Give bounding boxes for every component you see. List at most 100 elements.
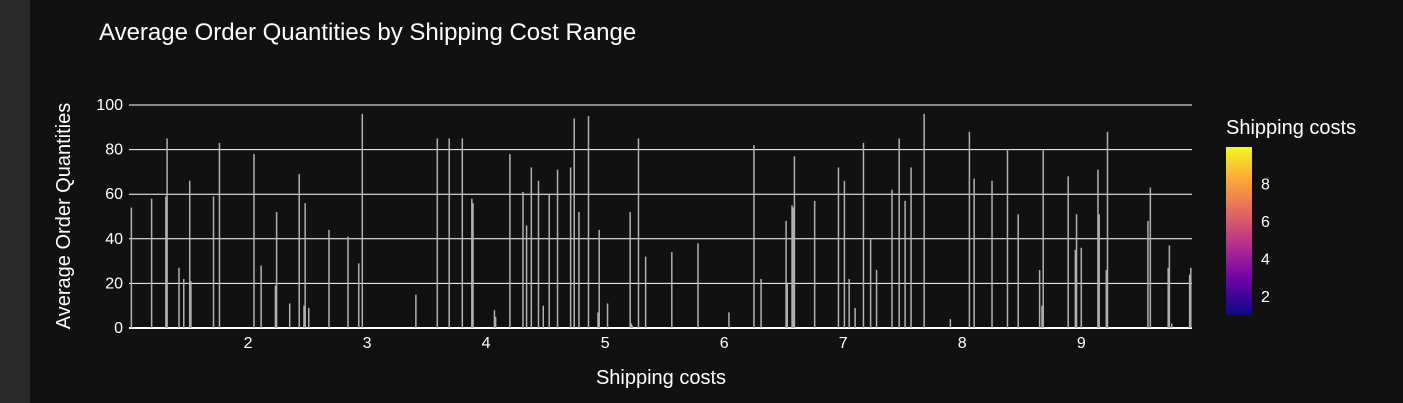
bar [728,312,730,328]
x-tick-label: 4 [482,335,491,352]
bar [361,113,364,328]
bar [298,174,300,328]
bar [548,194,550,328]
bar [461,138,464,328]
bar [1041,305,1043,328]
bar [910,167,912,328]
bar [869,238,872,328]
bar [598,229,600,328]
bar [875,270,878,328]
bar [1075,214,1078,328]
bar [1149,187,1152,328]
y-tick-label: 100 [96,97,123,114]
bar [328,229,330,328]
y-tick-label: 40 [105,231,123,248]
bar [578,212,580,328]
y-tick-labels: 0 20 40 60 80 100 [96,97,123,337]
bar [165,196,167,328]
bar [1067,176,1069,328]
bar [307,307,310,328]
bar [904,200,906,328]
gridlines [129,104,1192,329]
bar [973,178,975,328]
bar [587,116,590,329]
bar [848,278,850,328]
bar [843,180,846,328]
colorbar-tick-label: 2 [1261,289,1270,306]
bar [813,200,816,328]
bar [631,325,634,328]
bar [785,220,787,328]
bar [1038,270,1041,328]
bar [253,154,255,328]
bar [415,294,417,328]
bar [288,303,291,328]
bar [130,207,133,328]
x-axis-title: Shipping costs [596,367,726,389]
x-tick-label: 3 [363,335,372,352]
chart-area: 2 3 4 5 6 7 8 9 0 20 40 60 80 100 Average Order Quan… [30,0,1403,403]
bar [188,180,191,328]
bar [630,323,633,328]
bar [1105,270,1108,328]
left-panel-strip [0,0,30,403]
bars [130,113,1192,329]
bar [786,283,789,328]
y-axis-title: Average Order Quantities [53,103,75,329]
bar [968,131,971,328]
bar [671,252,673,328]
bar [898,138,900,328]
bar [637,138,640,328]
bar [606,303,609,328]
bar [1188,274,1191,328]
x-tick-label: 6 [720,335,729,352]
bar [556,169,559,328]
y-tick-label: 60 [105,186,123,203]
bar [1168,245,1171,328]
bar [991,180,993,328]
bar [597,312,599,328]
bar [644,256,647,328]
x-tick-labels: 2 3 4 5 6 7 8 9 [244,335,1086,352]
bar [218,142,221,328]
bar [166,138,168,328]
bar [357,263,360,328]
colorbar-tick-label: 8 [1261,176,1270,193]
bar [792,207,794,328]
bar [1106,131,1109,328]
y-tick-label: 0 [114,320,123,337]
bar-chart: 2 3 4 5 6 7 8 9 0 20 40 60 80 100 Average Order Quan… [53,19,1356,389]
bar [1006,149,1009,328]
bar [1147,220,1149,328]
bar [178,267,180,328]
bar [1167,267,1169,328]
bar [949,319,952,328]
bar [629,212,631,328]
x-tick-label: 5 [601,335,610,352]
x-tick-label: 2 [244,335,253,352]
bar [1098,214,1100,328]
bar [190,281,192,328]
bar [760,278,762,328]
bar [183,278,185,328]
bar [525,225,528,328]
bar [530,167,533,328]
colorbar-title: Shipping costs [1226,117,1356,139]
bar [303,305,305,328]
bar [509,154,511,328]
bar [537,180,540,328]
bar [793,156,796,328]
bar [891,189,893,328]
bar [150,198,153,328]
bar [304,203,306,328]
y-tick-label: 20 [105,275,123,292]
chart-title: Average Order Quantities by Shipping Cos… [99,19,636,46]
bar [791,205,793,328]
bar [1042,149,1044,328]
bar [1097,169,1099,328]
bar [697,243,699,328]
bar [1190,267,1192,328]
bar [862,142,865,328]
bar [837,167,840,328]
bar [260,265,262,328]
